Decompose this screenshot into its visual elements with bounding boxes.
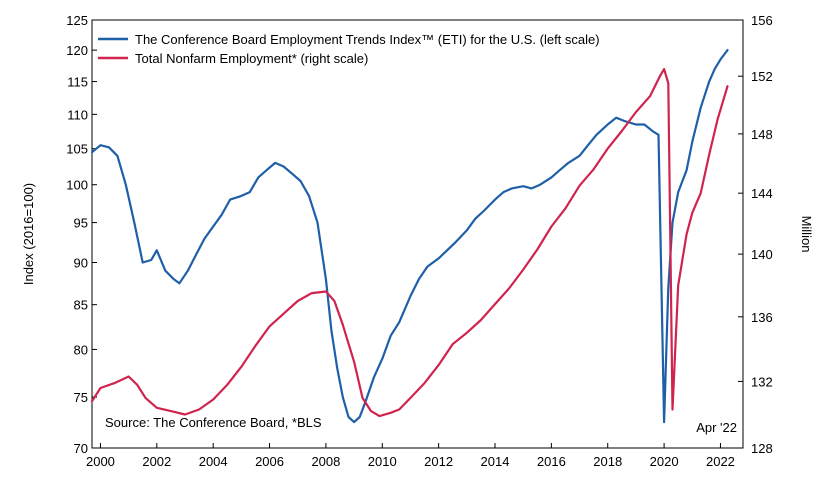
x-tick-label: 2022 [706,454,735,469]
series-layer [90,48,729,424]
x-tick-label: 2014 [481,454,510,469]
left-tick-label: 115 [67,75,88,90]
right-tick-label: 156 [751,13,773,28]
left-tick-label: 80 [74,342,88,357]
x-tick-label: 2016 [537,454,566,469]
legend-label-nonfarm: Total Nonfarm Employment* (right scale) [135,51,368,66]
x-tick-label: 2010 [368,454,397,469]
right-tick-label: 152 [751,69,773,84]
right-axis-title: Million [799,216,814,253]
right-y-axis: 156 152 148 144 140 136 132 128 [738,13,773,456]
right-tick-label: 140 [751,247,773,262]
plot-frame [91,19,744,449]
left-tick-label: 95 [74,216,88,231]
right-tick-label: 144 [751,186,773,201]
right-tick-label: 132 [751,374,773,389]
x-tick-label: 2008 [311,454,340,469]
date-label: Apr '22 [696,420,737,435]
right-tick-label: 128 [751,441,773,456]
left-tick-label: 120 [66,43,88,58]
source-note: Source: The Conference Board, *BLS [105,415,322,430]
left-tick-label: 125 [66,13,88,28]
x-tick-label: 2020 [650,454,679,469]
nonfarm-series-line [90,67,729,418]
x-tick-label: 2000 [86,454,115,469]
left-tick-label: 100 [66,178,88,193]
left-tick-label: 90 [74,255,88,270]
x-tick-label: 2002 [142,454,171,469]
right-tick-label: 148 [751,127,773,142]
x-tick-label: 2012 [424,454,453,469]
left-tick-label: 105 [66,142,88,157]
left-axis-title: Index (2016=100) [21,183,36,285]
left-y-axis: 125 120 115 110 105 100 95 90 85 80 75 70 [66,13,97,456]
right-tick-label: 136 [751,310,773,325]
left-tick-label: 70 [74,441,88,456]
x-tick-label: 2018 [593,454,622,469]
x-axis: 2000 2002 2004 2006 2008 2010 2012 2014 2016 2018… [86,443,735,469]
x-tick-label: 2006 [255,454,284,469]
left-tick-label: 85 [74,298,88,313]
left-tick-label: 75 [74,390,88,405]
legend: The Conference Board Employment Trends I… [98,32,600,66]
left-tick-label: 110 [67,107,88,122]
x-tick-label: 2004 [199,454,228,469]
eti-series-line [90,48,729,424]
legend-label-eti: The Conference Board Employment Trends I… [135,32,600,47]
